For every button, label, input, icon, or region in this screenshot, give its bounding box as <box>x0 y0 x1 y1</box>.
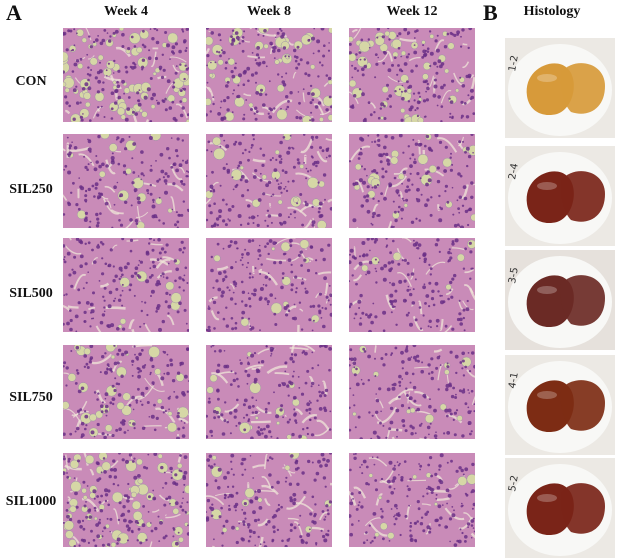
liver-photo: 3-5 <box>505 250 615 350</box>
histology-tile <box>206 345 332 439</box>
sample-id-mark: 1-2 <box>507 55 521 73</box>
he-stain-micrograph <box>349 345 475 439</box>
column-header-week-12: Week 12 <box>386 4 438 19</box>
sample-id-mark: 4-1 <box>507 372 521 390</box>
histology-tile <box>349 28 475 122</box>
row-label-con: CON <box>15 74 47 89</box>
histology-tile <box>63 28 189 122</box>
row-label-sil750: SIL750 <box>9 390 53 405</box>
he-stain-micrograph <box>349 28 475 122</box>
histology-tile <box>63 345 189 439</box>
row-label-sil250: SIL250 <box>9 182 53 197</box>
row-label-sil500: SIL500 <box>9 286 53 301</box>
column-header-week-4: Week 4 <box>104 4 148 19</box>
he-stain-micrograph <box>349 453 475 547</box>
he-stain-micrograph <box>349 134 475 228</box>
liver-specimen-image: 2-4 <box>505 146 615 246</box>
he-stain-micrograph <box>206 453 332 547</box>
he-stain-micrograph <box>206 134 332 228</box>
histology-tile <box>206 238 332 332</box>
liver-specimen-image: 5-2 <box>505 458 615 558</box>
histology-tile <box>349 134 475 228</box>
histology-tile <box>206 134 332 228</box>
histology-tile <box>63 238 189 332</box>
column-header-week-8: Week 8 <box>247 4 291 19</box>
he-stain-micrograph <box>63 28 189 122</box>
row-label-sil1000: SIL1000 <box>5 494 57 509</box>
histology-tile <box>206 453 332 547</box>
liver-specimen-image: 3-5 <box>505 250 615 350</box>
histology-heading: Histology <box>523 4 581 19</box>
histology-tile <box>349 453 475 547</box>
liver-photo: 2-4 <box>505 146 615 246</box>
liver-photo: 4-1 <box>505 355 615 455</box>
histology-tile <box>349 345 475 439</box>
liver-specimen-image: 4-1 <box>505 355 615 455</box>
he-stain-micrograph <box>206 28 332 122</box>
he-stain-micrograph <box>349 238 475 332</box>
sample-id-mark: 2-4 <box>507 163 521 181</box>
he-stain-micrograph <box>206 238 332 332</box>
histology-tile <box>349 238 475 332</box>
liver-photo: 1-2 <box>505 38 615 138</box>
histology-tile <box>206 28 332 122</box>
he-stain-micrograph <box>63 345 189 439</box>
panel-a-letter: A <box>6 0 22 25</box>
liver-photo: 5-2 <box>505 458 615 558</box>
he-stain-micrograph <box>206 345 332 439</box>
he-stain-micrograph <box>63 238 189 332</box>
histology-tile <box>63 134 189 228</box>
he-stain-micrograph <box>63 453 189 547</box>
he-stain-micrograph <box>63 134 189 228</box>
sample-id-mark: 5-2 <box>507 475 521 493</box>
sample-id-mark: 3-5 <box>507 267 521 285</box>
panel-b-letter: B <box>483 0 498 25</box>
histology-tile <box>63 453 189 547</box>
liver-specimen-image: 1-2 <box>505 38 615 138</box>
